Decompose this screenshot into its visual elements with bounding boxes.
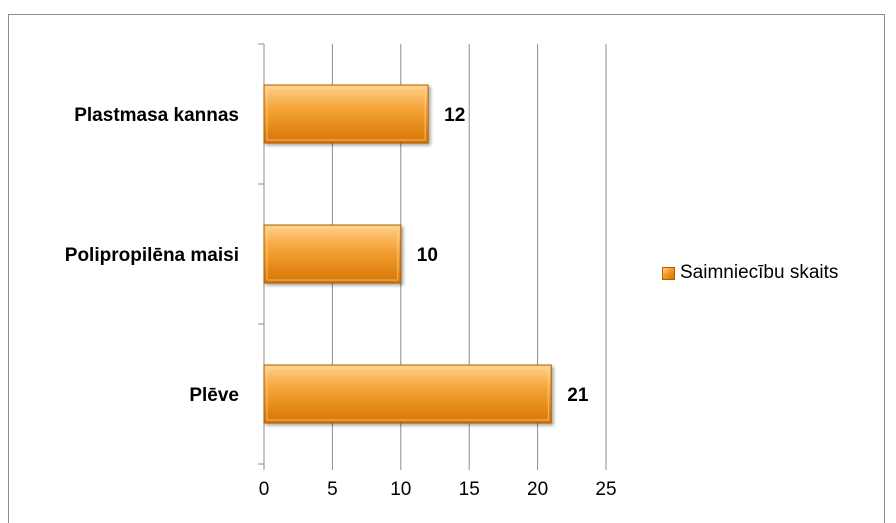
legend: Saimniecību skaits bbox=[662, 262, 838, 284]
bar-1 bbox=[263, 224, 402, 284]
x-tick-label: 0 bbox=[259, 479, 270, 500]
bar-bevel bbox=[266, 367, 549, 421]
category-label: Plēve bbox=[189, 385, 239, 406]
labels: 0 5 10 15 20 25 Plastmasa kannas 12 Polipropilēn… bbox=[65, 105, 617, 500]
legend-swatch bbox=[662, 266, 675, 280]
x-tick-label: 25 bbox=[595, 479, 616, 500]
x-tick-label: 5 bbox=[327, 479, 338, 500]
bar-bevel bbox=[266, 87, 426, 141]
data-label: 12 bbox=[444, 105, 465, 126]
x-tick-label: 15 bbox=[459, 479, 480, 500]
bar-0 bbox=[263, 84, 429, 144]
bars bbox=[263, 84, 552, 424]
legend-label: Saimniecību skaits bbox=[680, 262, 839, 283]
data-label: 21 bbox=[567, 385, 589, 406]
data-label: 10 bbox=[417, 245, 438, 266]
x-tick-label: 20 bbox=[527, 479, 548, 500]
x-tick-label: 10 bbox=[390, 479, 411, 500]
bar-bevel bbox=[266, 227, 399, 281]
bar-2 bbox=[263, 364, 552, 424]
chart-frame bbox=[8, 14, 885, 523]
category-label: Plastmasa kannas bbox=[74, 105, 239, 126]
category-label: Polipropilēna maisi bbox=[65, 245, 239, 266]
